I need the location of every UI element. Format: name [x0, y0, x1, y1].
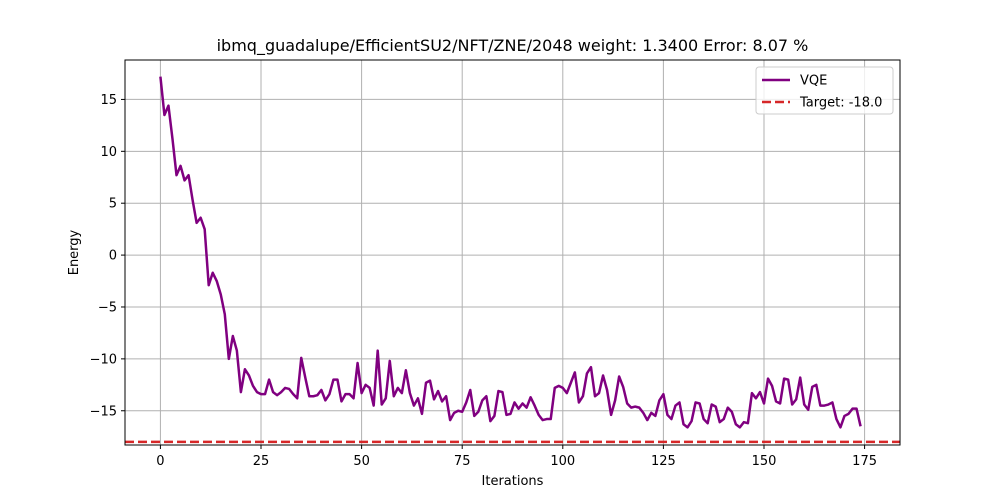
plot-frame	[124, 59, 901, 446]
x-tick-label: 100	[550, 454, 575, 469]
vqe-series-line	[159, 76, 862, 429]
series-layer	[125, 76, 900, 444]
x-tick-label: 0	[156, 454, 164, 469]
y-tick-label: 15	[100, 93, 117, 108]
x-tick-label: 150	[752, 454, 777, 469]
legend-label: VQE	[800, 74, 827, 89]
y-tick-label: −5	[98, 300, 117, 315]
y-tick-label: 0	[109, 249, 117, 264]
legend: VQE Target: -18.0	[755, 66, 894, 115]
y-tick-label: −10	[90, 352, 117, 367]
x-tick-label: 125	[651, 454, 676, 469]
y-axis-label: Energy	[67, 229, 82, 275]
y-tick-label: −15	[90, 404, 117, 419]
legend-box	[755, 66, 894, 115]
legend-label: Target: -18.0	[799, 96, 882, 111]
ticks: 0 25 50 75 100 125 150 175 −15 −10 −5 0 5 10 15	[90, 93, 877, 469]
plot-area	[125, 60, 900, 445]
y-tick-label: 5	[109, 197, 117, 212]
x-axis-label: Iterations	[482, 474, 544, 489]
x-tick-label: 175	[852, 454, 877, 469]
y-tick-label: 10	[100, 145, 117, 160]
chart-title: ibmq_guadalupe/EfficientSU2/NFT/ZNE/2048…	[217, 36, 809, 56]
grid	[125, 60, 900, 445]
x-tick-label: 75	[454, 454, 471, 469]
x-tick-label: 50	[353, 454, 370, 469]
x-tick-label: 25	[253, 454, 270, 469]
